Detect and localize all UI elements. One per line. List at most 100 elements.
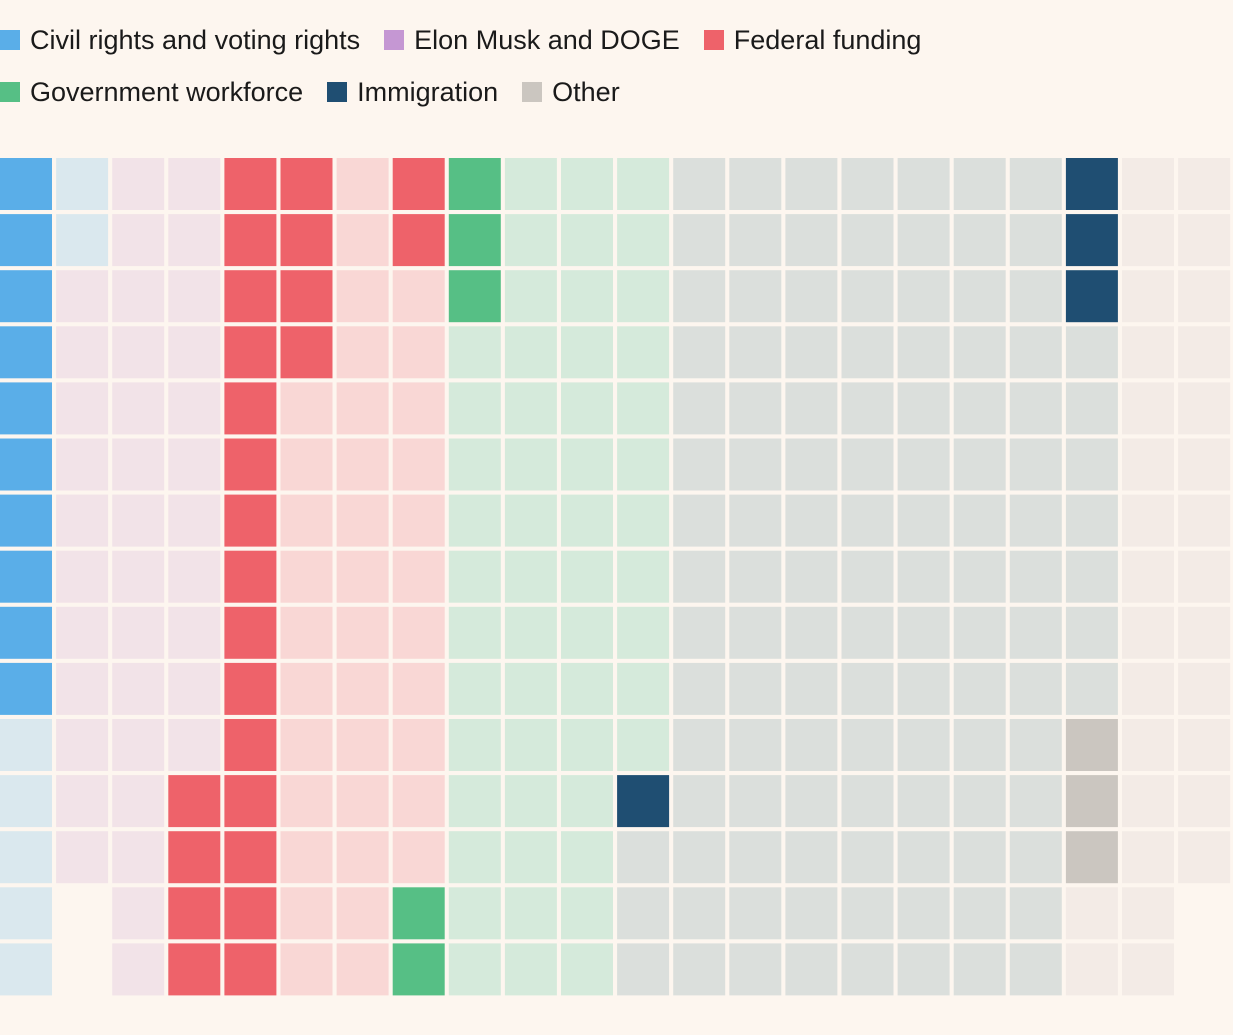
waffle-cell-workforce-faded xyxy=(561,662,613,715)
waffle-cell-funding-faded xyxy=(336,382,389,435)
waffle-cell-immigration-faded xyxy=(841,550,894,603)
waffle-cell-workforce-faded xyxy=(617,662,670,715)
waffle-cell-workforce-faded xyxy=(617,550,670,603)
waffle-cell-workforce-faded xyxy=(617,606,670,659)
waffle-cell-funding-faded xyxy=(336,719,389,771)
waffle-cell-other-faded xyxy=(1178,719,1231,771)
waffle-cell-workforce-faded xyxy=(448,494,501,547)
waffle-cell-workforce-faded xyxy=(504,550,557,603)
waffle-cell-immigration-faded xyxy=(729,775,782,828)
waffle-cell-doge-faded xyxy=(112,438,165,491)
waffle-cell-other-faded xyxy=(1122,494,1174,547)
waffle-cell-workforce-highlighted xyxy=(448,214,501,267)
waffle-cell-workforce-faded xyxy=(448,438,501,491)
waffle-cell-funding-faded xyxy=(336,494,389,547)
waffle-cell-immigration-faded xyxy=(841,270,894,323)
waffle-cell-funding-faded xyxy=(336,662,389,715)
waffle-cell-other-faded xyxy=(1122,270,1174,323)
waffle-cell-immigration-faded xyxy=(729,438,782,491)
waffle-cell-doge-faded xyxy=(168,494,221,547)
waffle-cell-immigration-faded xyxy=(953,494,1006,547)
waffle-cell-civil-highlighted xyxy=(0,214,52,267)
waffle-cell-workforce-faded xyxy=(504,326,557,379)
waffle-cell-other-faded xyxy=(1122,158,1174,210)
waffle-cell-immigration-faded xyxy=(897,719,950,771)
waffle-cell-doge-faded xyxy=(112,550,165,603)
waffle-cell-immigration-faded xyxy=(785,214,838,267)
waffle-cell-workforce-faded xyxy=(448,719,501,771)
waffle-cell-other-faded xyxy=(1178,326,1231,379)
waffle-cell-civil-faded xyxy=(56,214,109,267)
waffle-cell-immigration-faded xyxy=(1009,943,1062,996)
waffle-cell-immigration-faded xyxy=(897,438,950,491)
waffle-cell-funding-faded xyxy=(280,550,333,603)
waffle-cell-funding-highlighted xyxy=(224,382,277,435)
legend-item-funding: Federal funding xyxy=(703,25,922,55)
waffle-cell-workforce-faded xyxy=(561,270,613,323)
waffle-cell-funding-faded xyxy=(280,438,333,491)
waffle-cell-workforce-faded xyxy=(617,382,670,435)
waffle-cell-workforce-faded xyxy=(504,382,557,435)
waffle-cell-civil-faded xyxy=(0,775,52,828)
waffle-cell-immigration-faded xyxy=(897,943,950,996)
waffle-cell-immigration-faded xyxy=(841,887,894,940)
waffle-cell-funding-faded xyxy=(392,775,445,828)
waffle-cell-immigration-faded xyxy=(673,719,726,771)
waffle-cell-funding-faded xyxy=(336,270,389,323)
waffle-cell-immigration-faded xyxy=(841,214,894,267)
legend: Civil rights and voting rights Elon Musk … xyxy=(0,26,1100,106)
waffle-cell-funding-highlighted xyxy=(224,831,277,884)
waffle-cell-immigration-faded xyxy=(841,775,894,828)
waffle-cell-immigration-faded xyxy=(897,494,950,547)
waffle-cell-doge-faded xyxy=(112,382,165,435)
waffle-cell-immigration-faded xyxy=(953,382,1006,435)
waffle-cell-immigration-faded xyxy=(841,382,894,435)
waffle-cell-immigration-faded xyxy=(841,831,894,884)
waffle-cell-workforce-highlighted xyxy=(392,887,445,940)
waffle-cell-immigration-faded xyxy=(785,943,838,996)
waffle-cell-other-faded xyxy=(1122,943,1174,996)
waffle-cell-immigration-faded xyxy=(1009,550,1062,603)
waffle-cell-workforce-faded xyxy=(504,270,557,323)
waffle-cell-doge-faded xyxy=(112,662,165,715)
waffle-cell-workforce-faded xyxy=(561,158,613,210)
waffle-cell-funding-faded xyxy=(392,326,445,379)
legend-label-funding: Federal funding xyxy=(733,25,922,55)
waffle-cell-immigration-faded xyxy=(953,943,1006,996)
waffle-cell-immigration-faded xyxy=(729,326,782,379)
waffle-cell-doge-faded xyxy=(56,719,109,771)
waffle-cell-immigration-faded xyxy=(1009,831,1062,884)
waffle-cell-doge-faded xyxy=(168,326,221,379)
waffle-cell-immigration-faded xyxy=(729,550,782,603)
waffle-cell-funding-highlighted xyxy=(224,326,277,379)
waffle-cell-funding-highlighted xyxy=(224,887,277,940)
waffle-cell-doge-faded xyxy=(56,662,109,715)
waffle-cell-workforce-faded xyxy=(561,438,613,491)
waffle-cell-immigration-faded xyxy=(729,382,782,435)
legend-label-immigration: Immigration xyxy=(357,77,499,107)
waffle-cell-workforce-faded xyxy=(561,214,613,267)
waffle-cell-workforce-faded xyxy=(448,550,501,603)
waffle-cell-funding-faded xyxy=(280,719,333,771)
waffle-cell-workforce-faded xyxy=(504,831,557,884)
waffle-cell-funding-faded xyxy=(392,270,445,323)
waffle-cell-workforce-faded xyxy=(448,662,501,715)
waffle-cell-funding-highlighted xyxy=(224,270,277,323)
waffle-cell-immigration-faded xyxy=(1009,775,1062,828)
waffle-cell-civil-faded xyxy=(0,831,52,884)
waffle-cell-workforce-highlighted xyxy=(392,943,445,996)
waffle-cell-immigration-faded xyxy=(1009,494,1062,547)
waffle-cell-funding-highlighted xyxy=(280,270,333,323)
waffle-cell-other-highlighted xyxy=(1065,831,1118,884)
waffle-cell-workforce-faded xyxy=(561,719,613,771)
waffle-cell-funding-faded xyxy=(392,382,445,435)
waffle-cell-funding-highlighted xyxy=(280,326,333,379)
waffle-cell-immigration-faded xyxy=(953,887,1006,940)
waffle-cell-immigration-faded xyxy=(673,662,726,715)
waffle-cell-immigration-faded xyxy=(729,662,782,715)
waffle-cell-workforce-faded xyxy=(617,214,670,267)
waffle-cell-doge-faded xyxy=(168,719,221,771)
waffle-cell-immigration-faded xyxy=(673,775,726,828)
waffle-cell-immigration-faded xyxy=(673,326,726,379)
waffle-cell-immigration-faded xyxy=(785,326,838,379)
